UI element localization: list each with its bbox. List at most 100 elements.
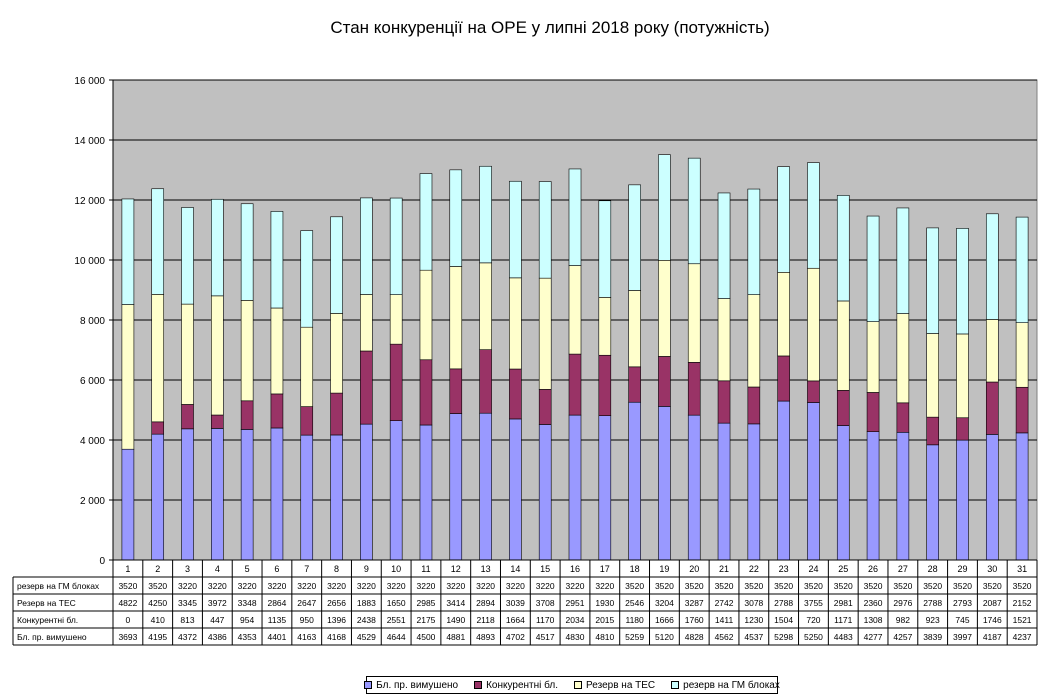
data-label: 2546 [625,598,644,608]
data-label: 3520 [625,581,644,591]
legend: Бл. пр. вимушено Конкурентні бл. Резерв на… [364,676,780,694]
y-tick-label: 8 000 [80,316,105,327]
data-label: 2087 [983,598,1002,608]
data-label: 1490 [446,615,465,625]
data-label: 3220 [595,581,614,591]
data-label: 813 [180,615,194,625]
data-label: 3972 [208,598,227,608]
bar-segment [419,173,433,271]
data-label: 720 [806,615,820,625]
data-label: 3520 [655,581,674,591]
data-label: 4237 [1013,632,1032,642]
data-label: 4881 [446,632,465,642]
bar-segment [658,259,671,357]
bar-segment [360,294,373,352]
bar-segment [211,428,224,561]
bar-segment [211,198,224,297]
bar-segment [240,203,254,301]
data-label: 5120 [655,632,674,642]
data-label: 3520 [715,581,734,591]
x-tick-label: 8 [334,564,339,574]
bar-segment [270,393,284,429]
bar-segment [658,356,671,407]
x-tick-label: 25 [838,564,848,574]
bar-segment [658,154,671,261]
bar-segment [687,263,701,363]
x-tick-label: 1 [125,564,130,574]
bar-segment [181,404,194,430]
bar-segment [389,197,403,295]
bar-segment [956,439,969,561]
data-label: 2985 [417,598,436,608]
bar-segment [389,343,403,421]
data-label: 4828 [685,632,704,642]
data-label: 1230 [744,615,763,625]
x-tick-label: 4 [215,564,220,574]
data-label: 2788 [923,598,942,608]
bar-segment [151,188,165,295]
data-label: 3220 [297,581,316,591]
data-label: 3220 [536,581,555,591]
data-label: 4250 [148,598,167,608]
bar-segment [598,415,612,561]
bar-segment [926,416,939,446]
bar-segment [389,294,403,345]
bar-segment [240,300,254,402]
bar-segment [985,434,999,561]
bar-segment [240,400,254,430]
x-tick-label: 6 [274,564,279,574]
table-row-label: Резерв на ТЕС [17,598,76,608]
data-label: 5250 [804,632,823,642]
data-label: 4702 [506,632,525,642]
bar-segment [509,180,522,279]
bar-segment [270,427,284,561]
bar-segment [240,429,254,561]
data-label: 3997 [953,632,972,642]
x-tick-label: 18 [630,564,640,574]
bar-segment [807,162,820,269]
bar-segment [777,400,790,561]
table-row-label: Конкурентні бл. [17,615,78,625]
legend-label: Резерв на ТЕС [586,679,656,691]
data-label: 3520 [744,581,763,591]
legend-item: резерв на ГМ блоках [671,680,780,691]
data-label: 2360 [864,598,883,608]
x-tick-label: 13 [481,564,491,574]
legend-label: Конкурентні бл. [486,679,559,691]
data-label: 3520 [953,581,972,591]
x-tick-label: 19 [659,564,669,574]
data-label: 3220 [476,581,495,591]
bar-segment [181,207,194,305]
bar-segment [598,354,612,417]
bar-segment [866,392,880,432]
bar-segment [389,420,403,561]
bar-segment [300,406,314,436]
x-tick-label: 27 [898,564,908,574]
data-label: 3520 [864,581,883,591]
bar-segment [896,431,910,561]
y-tick-label: 10 000 [74,256,105,267]
data-label: 3220 [357,581,376,591]
bar-segment [747,386,761,425]
data-label: 3520 [923,581,942,591]
data-label: 2951 [566,598,585,608]
data-label: 2894 [476,598,495,608]
bar-segment [866,215,880,322]
bar-segment [300,230,314,328]
data-label: 2788 [774,598,793,608]
x-tick-label: 5 [245,564,250,574]
bar-segment [568,414,582,561]
data-label: 954 [240,615,254,625]
data-label: 3520 [804,581,823,591]
bar-segment [151,294,165,423]
data-label: 1666 [655,615,674,625]
data-label: 1746 [983,615,1002,625]
data-label: 1308 [864,615,883,625]
bar-segment [628,366,641,403]
x-tick-label: 29 [957,564,967,574]
data-label: 4168 [327,632,346,642]
data-label: 3520 [774,581,793,591]
bar-segment [568,353,582,416]
bar-segment [1015,386,1029,434]
data-label: 3520 [118,581,137,591]
